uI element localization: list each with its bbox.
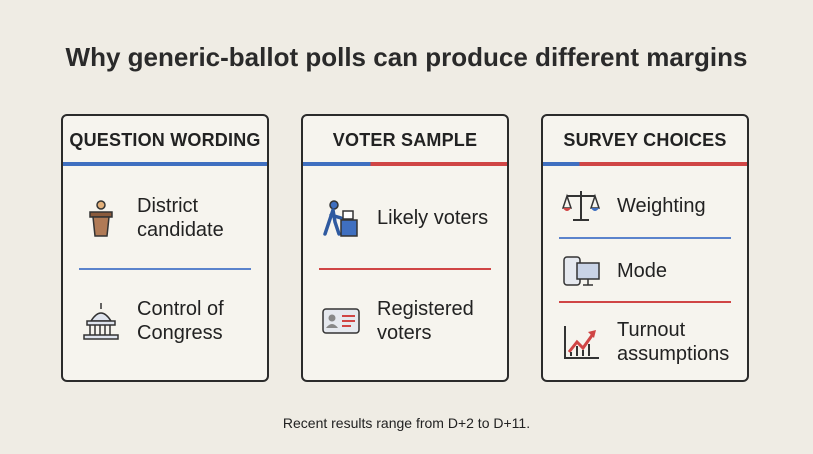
panel-heading: QUESTION WORDING — [69, 130, 261, 150]
item: Registered voters — [303, 291, 507, 351]
panel: QUESTION WORDING District candidate Cont… — [61, 114, 269, 382]
divider — [559, 301, 731, 303]
item-label: Turnout assumptions — [617, 319, 730, 365]
voter-icon — [323, 200, 358, 237]
panel-heading: SURVEY CHOICES — [563, 130, 727, 150]
panel: VOTER SAMPLE Likely voters Registered vo… — [301, 114, 509, 382]
item: Mode — [543, 241, 747, 301]
header-bar — [303, 162, 507, 166]
panel-heading: VOTER SAMPLE — [332, 130, 478, 150]
capitol-icon — [83, 303, 119, 340]
header-bar — [543, 162, 747, 166]
divider — [79, 268, 251, 270]
item: Turnout assumptions — [543, 312, 747, 372]
item-label: Control of Congress — [137, 298, 224, 344]
devices-icon — [563, 256, 600, 286]
title: Why generic-ballot polls can produce dif… — [65, 42, 748, 72]
item: District candidate — [63, 188, 267, 248]
item-label: Registered voters — [377, 298, 474, 344]
header-bar — [63, 162, 267, 166]
scale-icon — [561, 191, 601, 221]
footnote: Recent results range from D+2 to D+11. — [282, 415, 531, 431]
item-label: District candidate — [137, 195, 224, 241]
podium-icon — [89, 200, 113, 237]
id-card-icon — [322, 308, 360, 334]
divider — [319, 268, 491, 270]
divider — [559, 237, 731, 239]
item: Likely voters — [303, 188, 507, 248]
item: Weighting — [543, 176, 747, 236]
item-label: Likely voters — [377, 207, 489, 229]
panel: SURVEY CHOICES Weighting Mode Turnout as… — [541, 114, 749, 382]
item-label: Weighting — [617, 195, 706, 217]
trend-icon — [564, 326, 599, 359]
item-label: Mode — [617, 260, 668, 282]
item: Control of Congress — [63, 291, 267, 351]
